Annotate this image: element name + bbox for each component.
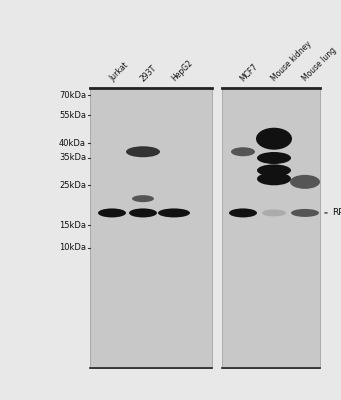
Text: Jurkat: Jurkat: [108, 61, 130, 83]
Ellipse shape: [98, 208, 126, 218]
Text: 35kDa: 35kDa: [59, 154, 86, 162]
Ellipse shape: [158, 208, 190, 218]
Ellipse shape: [126, 146, 160, 157]
Ellipse shape: [257, 172, 291, 185]
Text: Mouse kidney: Mouse kidney: [270, 39, 313, 83]
Ellipse shape: [257, 164, 291, 176]
Ellipse shape: [257, 152, 291, 164]
Text: HepG2: HepG2: [169, 58, 194, 83]
Text: 70kDa: 70kDa: [59, 90, 86, 100]
Ellipse shape: [129, 208, 157, 218]
Bar: [90, 88, 212, 368]
Ellipse shape: [231, 147, 255, 156]
Text: 55kDa: 55kDa: [59, 110, 86, 120]
Ellipse shape: [290, 175, 320, 189]
Ellipse shape: [262, 210, 286, 216]
Text: 15kDa: 15kDa: [59, 220, 86, 230]
Text: 40kDa: 40kDa: [59, 138, 86, 148]
Text: 25kDa: 25kDa: [59, 180, 86, 190]
Ellipse shape: [229, 208, 257, 218]
Ellipse shape: [132, 195, 154, 202]
Bar: [222, 88, 320, 368]
Text: MCF7: MCF7: [239, 62, 260, 83]
Text: 293T: 293T: [139, 63, 159, 83]
Text: Mouse lung: Mouse lung: [301, 46, 338, 83]
Ellipse shape: [291, 209, 319, 217]
Ellipse shape: [256, 128, 292, 150]
Text: RPL26L1: RPL26L1: [332, 208, 341, 218]
Text: 10kDa: 10kDa: [59, 244, 86, 252]
